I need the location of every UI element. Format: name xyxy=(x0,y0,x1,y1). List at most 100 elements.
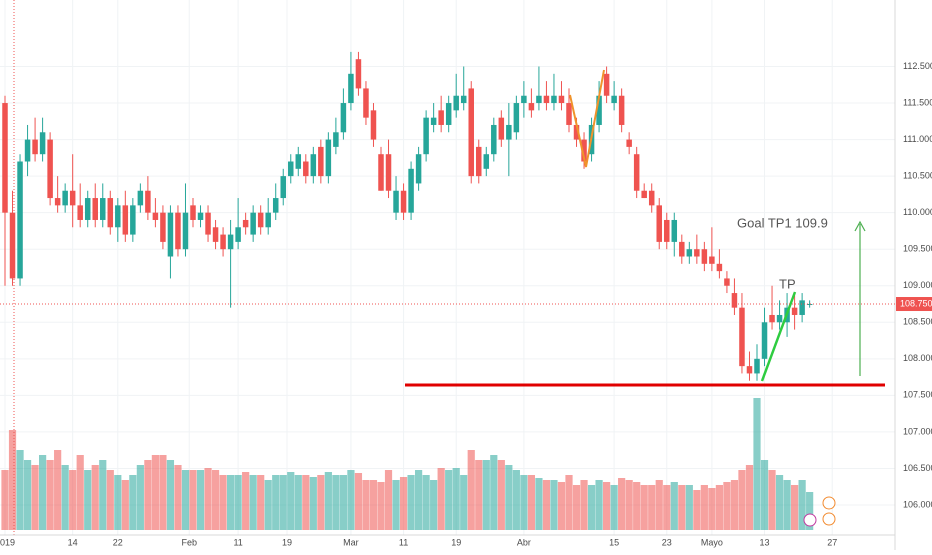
volume-bar xyxy=(219,475,227,530)
volume-bar xyxy=(121,480,129,530)
volume-bar xyxy=(587,485,596,530)
candle-body xyxy=(62,190,68,206)
candle-body xyxy=(77,205,83,220)
candle-body xyxy=(445,103,452,125)
volume-bar xyxy=(482,460,490,530)
volume-bar xyxy=(806,492,814,530)
candle-body xyxy=(370,110,377,140)
candle-body xyxy=(190,205,196,220)
x-tick-label: Mayo xyxy=(701,537,723,547)
volume-bar xyxy=(633,482,641,530)
volume-bar xyxy=(557,482,566,530)
volume-bar xyxy=(730,480,739,530)
volume-bar xyxy=(211,470,220,530)
candle-body xyxy=(137,190,144,206)
candle-body xyxy=(257,212,264,228)
volume-bar xyxy=(738,470,746,530)
volume-bar xyxy=(39,455,47,530)
volume-bar xyxy=(775,475,784,530)
candle-body xyxy=(205,212,211,235)
volume-bar xyxy=(723,482,731,530)
candle-body xyxy=(227,234,234,250)
event-icon[interactable] xyxy=(803,513,817,527)
candle-body xyxy=(325,139,332,177)
volume-bar xyxy=(287,472,295,530)
candle-body xyxy=(32,139,38,155)
volume-bar xyxy=(505,465,513,530)
x-tick-label: Feb xyxy=(181,537,197,547)
candle-body xyxy=(731,293,738,308)
x-tick-label: 19 xyxy=(451,537,461,547)
x-tick-label: 2019 xyxy=(0,537,15,547)
candle-body xyxy=(408,168,414,213)
volume-bar xyxy=(8,430,17,530)
volume-bar xyxy=(663,485,671,530)
volume-bar xyxy=(196,470,205,530)
volume-bar xyxy=(31,465,39,530)
volume-bar xyxy=(452,468,460,530)
volume-bar xyxy=(415,470,423,530)
volume-bar xyxy=(430,480,438,530)
volume-bar xyxy=(99,460,107,530)
volume-bar xyxy=(69,470,77,530)
candle-body xyxy=(633,154,640,191)
volume-bar xyxy=(309,477,317,530)
event-icon[interactable] xyxy=(822,512,836,526)
volume-bar xyxy=(279,475,287,530)
candle-body xyxy=(543,95,550,104)
volume-bar xyxy=(535,478,543,530)
candle-body xyxy=(491,124,497,155)
candle-body xyxy=(664,219,670,242)
volume-bar xyxy=(640,485,648,530)
volume-bar xyxy=(490,455,498,530)
candle-body xyxy=(679,241,685,257)
volume-bar xyxy=(317,475,325,530)
volume-bar xyxy=(257,475,265,530)
volume-bar xyxy=(399,477,408,530)
volume-bar xyxy=(648,485,656,530)
candle-body xyxy=(460,95,467,104)
candle-body xyxy=(476,146,482,177)
volume-bar xyxy=(46,460,54,530)
candle-body xyxy=(47,139,53,199)
volume-bar xyxy=(512,470,520,530)
volume-bar xyxy=(204,468,212,530)
event-icon[interactable] xyxy=(822,496,836,510)
volume-bar xyxy=(166,460,175,530)
x-tick-label: Abr xyxy=(517,537,531,547)
candle-body xyxy=(115,205,121,228)
volume-bar xyxy=(655,480,663,530)
candle-body xyxy=(776,314,783,323)
candle-body xyxy=(24,139,31,162)
volume-bar xyxy=(700,485,708,530)
volume-bar xyxy=(625,480,633,530)
candle-body xyxy=(197,212,204,220)
candle-body xyxy=(385,154,392,191)
candle-body xyxy=(69,190,76,206)
candle-body xyxy=(122,205,129,235)
volume-bar xyxy=(708,488,716,530)
volume-bar xyxy=(745,465,754,530)
volume-bar xyxy=(678,485,686,530)
volume-bar xyxy=(437,468,445,530)
target-arrowhead xyxy=(854,220,866,232)
volume-bar xyxy=(332,475,340,530)
candle-body xyxy=(754,358,760,374)
candle-body xyxy=(378,154,384,191)
y-tick-label: 108.500 xyxy=(903,317,932,327)
candle-body xyxy=(453,95,459,111)
volume-bar xyxy=(798,480,806,530)
candle-body xyxy=(100,198,106,220)
y-tick-label: 108.000 xyxy=(903,353,932,363)
candle-body xyxy=(769,314,775,323)
volume-bar xyxy=(339,475,347,530)
y-tick-label: 110.500 xyxy=(903,170,932,180)
candle-body xyxy=(626,139,632,147)
volume-bar xyxy=(324,472,332,530)
y-tick-label: 109.500 xyxy=(903,244,932,254)
volume-bar xyxy=(227,475,235,530)
candle-body xyxy=(528,103,535,111)
x-tick-label: 19 xyxy=(282,537,292,547)
candle-body xyxy=(761,322,768,359)
